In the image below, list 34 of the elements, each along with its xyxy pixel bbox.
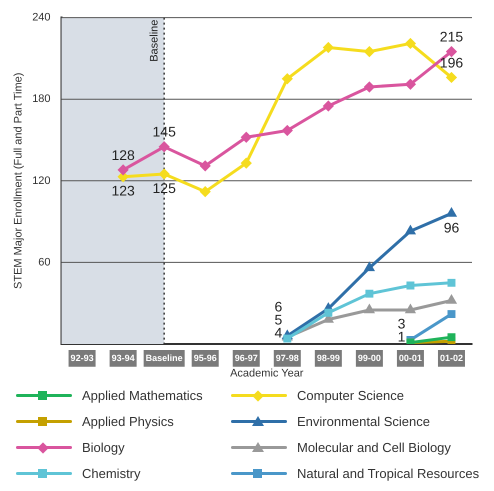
x-tick-label: 98-99 [316, 352, 340, 363]
x-tick-label: Baseline [146, 352, 183, 363]
data-label: 128 [111, 146, 136, 163]
legend-label: Chemistry [82, 465, 141, 481]
legend-label: Computer Science [297, 387, 404, 403]
x-tick-label: 01-02 [440, 352, 463, 363]
x-tick-label: 97-98 [276, 352, 299, 363]
legend-label: Biology [82, 439, 125, 455]
y-axis-title: STEM Major Enrollment (Full and Part Time) [12, 72, 25, 289]
data-label: 145 [152, 124, 176, 140]
ref-line-label: Baseline [148, 20, 161, 62]
x-axis-title: Academic Year [230, 367, 304, 380]
data-label: 215 [440, 28, 464, 44]
y-tick-label: 60 [38, 256, 51, 268]
legend-label: Applied Physics [82, 413, 174, 429]
x-tick-label: 96-97 [234, 352, 258, 363]
data-label: 125 [152, 180, 176, 196]
data-label: 3 [398, 316, 406, 332]
legend-label: Natural and Tropical Resources [297, 465, 480, 481]
x-tick-label: 92-93 [70, 352, 94, 363]
legend-label: Molecular and Cell Biology [297, 439, 451, 455]
y-tick-label: 180 [32, 93, 51, 106]
y-tick-label: 240 [32, 12, 51, 24]
x-tick-label: 00-01 [398, 352, 422, 363]
data-label: 96 [444, 219, 460, 236]
data-label: 1 [398, 328, 406, 344]
legend-label: Environmental Science [297, 413, 430, 429]
x-tick-label: 99-00 [358, 352, 381, 363]
x-tick-label: 95-96 [194, 352, 217, 363]
data-label: 196 [440, 54, 464, 70]
y-tick-label: 120 [32, 174, 51, 187]
data-label: 123 [111, 182, 136, 199]
x-tick-label: 93-94 [112, 352, 135, 363]
legend-label: Applied Mathematics [82, 387, 203, 403]
